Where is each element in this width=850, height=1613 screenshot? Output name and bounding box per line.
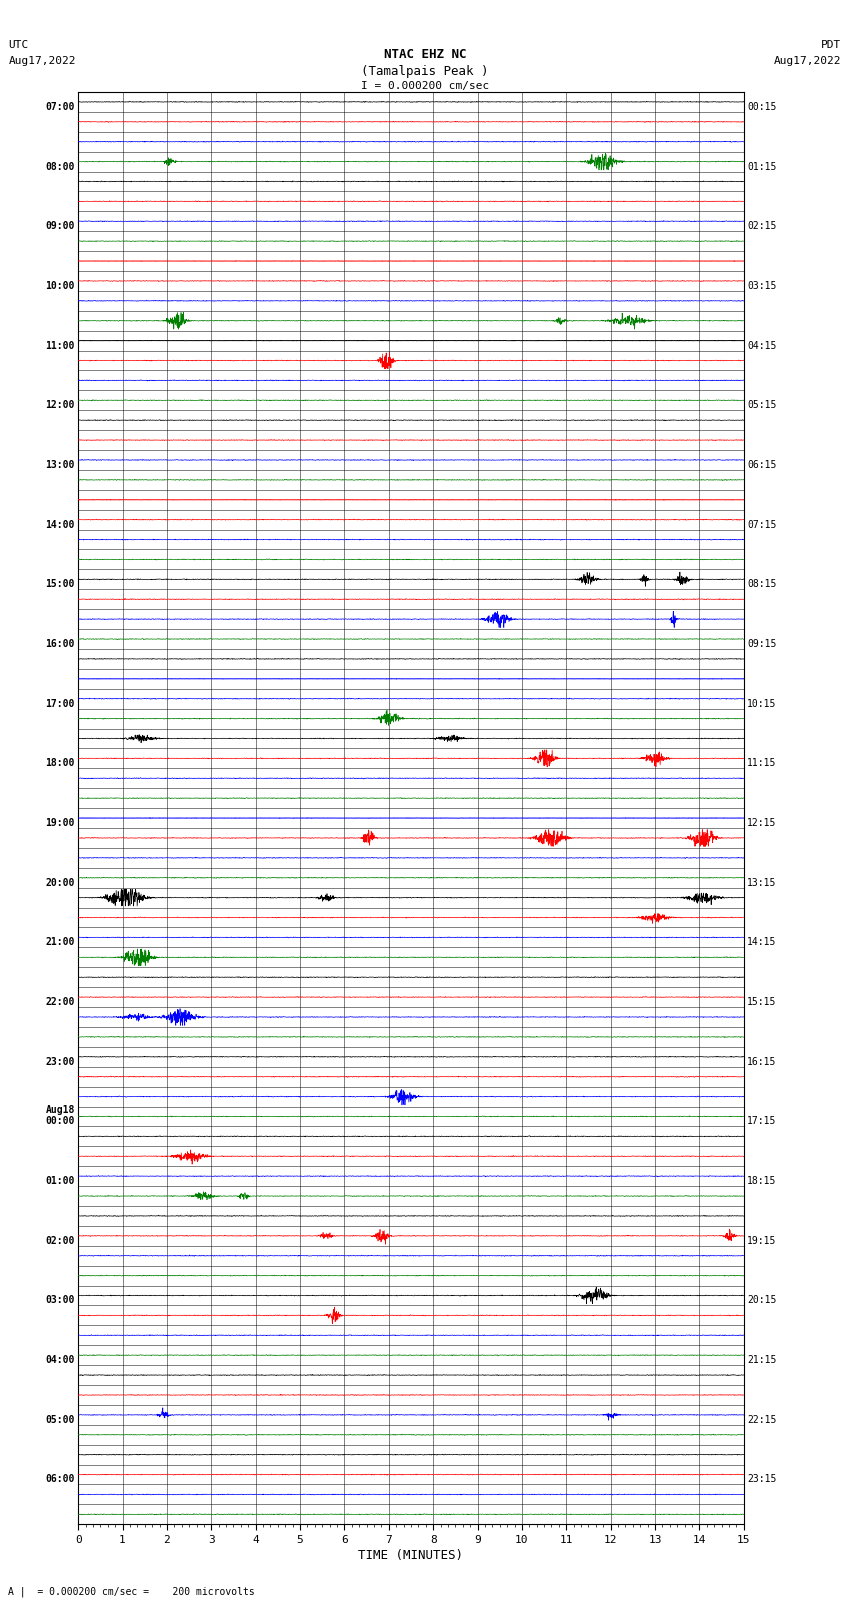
Text: 03:15: 03:15	[747, 281, 776, 290]
Text: PDT: PDT	[821, 40, 842, 50]
Text: 12:15: 12:15	[747, 818, 776, 827]
Text: 05:00: 05:00	[46, 1415, 75, 1424]
Text: 18:00: 18:00	[46, 758, 75, 768]
Text: 14:00: 14:00	[46, 519, 75, 529]
Text: 03:00: 03:00	[46, 1295, 75, 1305]
Text: 20:00: 20:00	[46, 877, 75, 887]
Text: 11:15: 11:15	[747, 758, 776, 768]
Text: 12:00: 12:00	[46, 400, 75, 410]
Text: A |  = 0.000200 cm/sec =    200 microvolts: A | = 0.000200 cm/sec = 200 microvolts	[8, 1586, 255, 1597]
Text: 08:15: 08:15	[747, 579, 776, 589]
Text: 02:15: 02:15	[747, 221, 776, 231]
Text: 04:15: 04:15	[747, 340, 776, 350]
Text: 19:00: 19:00	[46, 818, 75, 827]
Text: 10:15: 10:15	[747, 698, 776, 708]
Text: NTAC EHZ NC: NTAC EHZ NC	[383, 48, 467, 61]
Text: 17:00: 17:00	[46, 698, 75, 708]
Text: UTC: UTC	[8, 40, 29, 50]
Text: 23:15: 23:15	[747, 1474, 776, 1484]
Text: 02:00: 02:00	[46, 1236, 75, 1245]
Text: 05:15: 05:15	[747, 400, 776, 410]
Text: 19:15: 19:15	[747, 1236, 776, 1245]
Text: 04:00: 04:00	[46, 1355, 75, 1365]
Text: 06:15: 06:15	[747, 460, 776, 469]
Text: 20:15: 20:15	[747, 1295, 776, 1305]
Text: 09:00: 09:00	[46, 221, 75, 231]
Text: (Tamalpais Peak ): (Tamalpais Peak )	[361, 65, 489, 77]
Text: 06:00: 06:00	[46, 1474, 75, 1484]
Text: 13:15: 13:15	[747, 877, 776, 887]
Text: 17:15: 17:15	[747, 1116, 776, 1126]
Text: 07:00: 07:00	[46, 102, 75, 111]
Text: 13:00: 13:00	[46, 460, 75, 469]
Text: 09:15: 09:15	[747, 639, 776, 648]
Text: 10:00: 10:00	[46, 281, 75, 290]
Text: 15:00: 15:00	[46, 579, 75, 589]
Text: 16:15: 16:15	[747, 1057, 776, 1066]
Text: 01:00: 01:00	[46, 1176, 75, 1186]
Text: 00:15: 00:15	[747, 102, 776, 111]
Text: 21:00: 21:00	[46, 937, 75, 947]
Text: 23:00: 23:00	[46, 1057, 75, 1066]
Text: 22:00: 22:00	[46, 997, 75, 1007]
Text: 16:00: 16:00	[46, 639, 75, 648]
Text: Aug17,2022: Aug17,2022	[774, 56, 842, 66]
X-axis label: TIME (MINUTES): TIME (MINUTES)	[359, 1548, 463, 1561]
Text: 08:00: 08:00	[46, 161, 75, 171]
Text: 15:15: 15:15	[747, 997, 776, 1007]
Text: Aug18
00:00: Aug18 00:00	[46, 1105, 75, 1126]
Text: Aug17,2022: Aug17,2022	[8, 56, 76, 66]
Text: 01:15: 01:15	[747, 161, 776, 171]
Text: 14:15: 14:15	[747, 937, 776, 947]
Text: 21:15: 21:15	[747, 1355, 776, 1365]
Text: 18:15: 18:15	[747, 1176, 776, 1186]
Text: 22:15: 22:15	[747, 1415, 776, 1424]
Text: I = 0.000200 cm/sec: I = 0.000200 cm/sec	[361, 81, 489, 90]
Text: 07:15: 07:15	[747, 519, 776, 529]
Text: 11:00: 11:00	[46, 340, 75, 350]
